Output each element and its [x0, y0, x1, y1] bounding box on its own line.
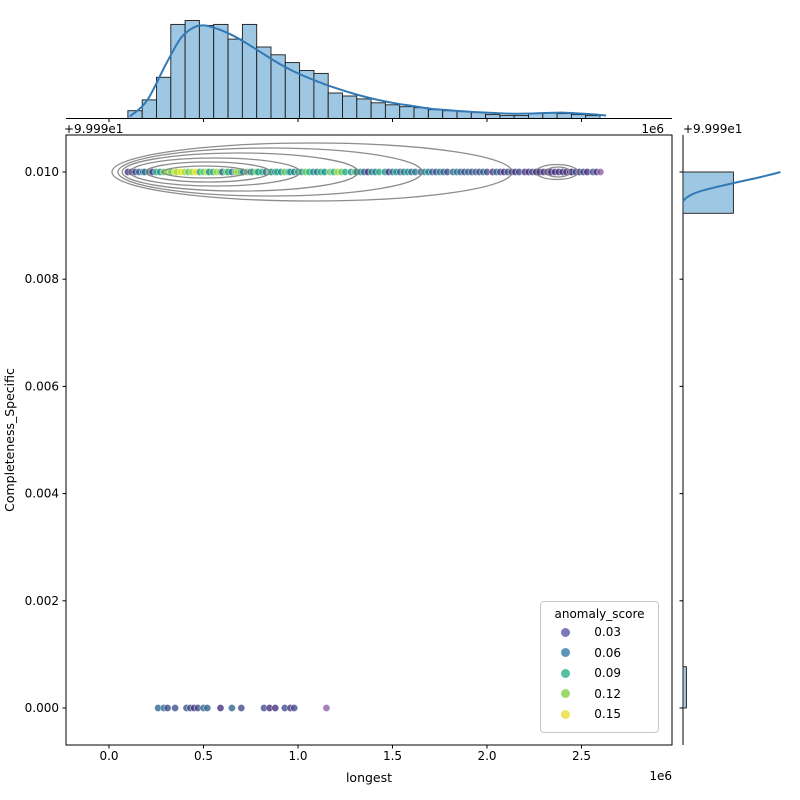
histogram-bar	[198, 24, 215, 119]
contour-ellipse	[117, 147, 423, 197]
histogram-bar	[470, 112, 487, 119]
contour-ellipse	[111, 142, 513, 202]
main-axes-box	[65, 134, 673, 746]
x-tick-label: 1.0	[288, 749, 307, 763]
histogram-bar	[270, 54, 286, 119]
y-axis-offset-label: +9.999e1	[64, 122, 123, 136]
right-y-offset-label: +9.999e1	[683, 122, 742, 136]
x-tick-label: 2.0	[477, 749, 496, 763]
y-tick-label: 0.002	[25, 594, 59, 608]
histogram-bar	[485, 114, 501, 119]
kde-line	[682, 171, 781, 203]
axes-spines	[65, 118, 684, 746]
histogram-bar	[370, 102, 386, 119]
y-tick-label: 0.004	[25, 487, 59, 501]
histogram-bar	[570, 114, 587, 119]
contour-ellipse	[535, 163, 579, 181]
scatter-point	[322, 704, 331, 713]
scatter-point	[271, 704, 280, 713]
right-marginal-histogram	[682, 171, 734, 709]
legend-title: anomaly_score	[554, 607, 645, 621]
histogram-bar	[184, 20, 200, 119]
histogram-bar	[213, 23, 229, 119]
histogram-bar	[342, 95, 358, 119]
x-tick-label: 2.5	[572, 749, 591, 763]
legend-dot-icon	[561, 689, 570, 699]
kde-line	[129, 24, 607, 118]
scatter-points-layer	[123, 167, 605, 713]
legend-dot-icon	[561, 627, 570, 637]
legend: anomaly_score 0.03 0.06 0.09 0.12 0.15	[540, 601, 659, 733]
scatter-point	[163, 704, 172, 713]
histogram-bar	[384, 104, 401, 119]
y-tick-label: 0.008	[25, 272, 59, 286]
legend-entry: 0.15	[541, 704, 658, 725]
histogram-bar	[556, 113, 572, 119]
histogram-bar	[327, 92, 343, 119]
legend-entry: 0.03	[541, 622, 658, 643]
right-marginal-kde-curve	[682, 171, 781, 203]
contour-ellipse	[162, 165, 248, 179]
histogram-bar	[442, 110, 458, 119]
contour-ellipse	[121, 152, 359, 192]
contour-ellipse	[145, 161, 271, 183]
scatter-point	[216, 704, 225, 713]
x-axis-offset-label: 1e6	[649, 769, 672, 783]
histogram-bar	[356, 98, 372, 119]
contour-ellipse	[129, 157, 301, 187]
kde-contour-lines	[111, 142, 579, 202]
y-tick-label: 0.010	[25, 165, 59, 179]
scatter-point	[171, 704, 180, 713]
y-axis-label: Completeness_Specific	[2, 368, 17, 512]
top-marginal-kde-curve	[129, 24, 607, 118]
x-tick-label: 0.5	[194, 749, 213, 763]
y-tick-label: 0.000	[25, 701, 59, 715]
histogram-bar	[682, 666, 687, 709]
histogram-bar	[227, 38, 243, 119]
scatter-point	[290, 704, 299, 713]
legend-entry: 0.06	[541, 643, 658, 664]
legend-dot-icon	[561, 648, 570, 658]
scatter-point	[237, 704, 246, 713]
histogram-bar	[427, 109, 444, 119]
tick-marks-and-labels: 0.0 0.5 1.0 1.5 2.0 2.5 0.000 0.002 0.004 0.006 0.…	[25, 118, 683, 763]
contour-ellipse	[545, 166, 571, 178]
legend-dot-icon	[561, 709, 570, 719]
histogram-bar	[156, 76, 172, 119]
x-tick-label: 1.5	[383, 749, 402, 763]
legend-entry: 0.12	[541, 684, 658, 705]
histogram-bar	[413, 107, 429, 119]
scatter-point	[203, 704, 212, 713]
histogram-bar	[170, 23, 186, 119]
x-axis-label: longest	[346, 770, 392, 785]
legend-dot-icon	[561, 668, 570, 678]
histogram-bar	[399, 106, 415, 119]
x-tick-label: 0.0	[99, 749, 118, 763]
y-tick-label: 0.006	[25, 379, 59, 393]
top-x-offset-label: 1e6	[641, 122, 664, 136]
scatter-point	[596, 167, 605, 176]
histogram-bar	[241, 23, 258, 119]
legend-entry: 0.09	[541, 663, 658, 684]
histogram-bar	[682, 171, 734, 214]
top-marginal-histogram	[127, 20, 601, 119]
scatter-point	[227, 704, 236, 713]
